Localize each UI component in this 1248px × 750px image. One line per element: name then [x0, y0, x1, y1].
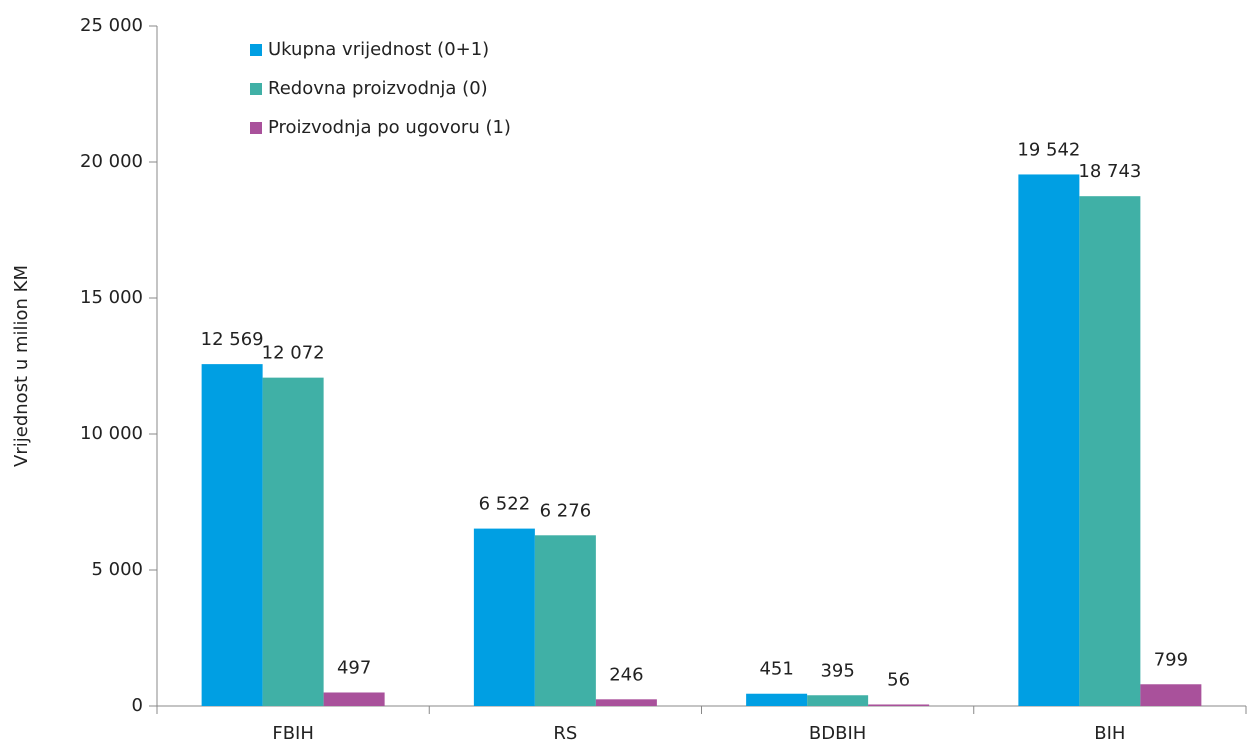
bar	[595, 699, 657, 706]
legend-label: Redovna proizvodnja (0)	[268, 78, 488, 99]
legend-label: Ukupna vrijednost (0+1)	[268, 39, 489, 60]
bar	[262, 377, 324, 706]
legend-swatch	[250, 44, 262, 56]
bar	[1079, 196, 1141, 706]
value-label: 497	[337, 657, 371, 678]
y-tick-label: 20 000	[80, 151, 143, 172]
y-tick-label: 10 000	[80, 423, 143, 444]
value-label: 18 743	[1078, 161, 1141, 182]
bar	[534, 535, 596, 706]
legend-swatch	[250, 83, 262, 95]
value-label: 56	[887, 669, 910, 690]
legend-swatch	[250, 122, 262, 134]
y-tick-label: 5 000	[91, 559, 143, 580]
y-tick-label: 25 000	[80, 15, 143, 36]
value-label: 12 569	[201, 329, 264, 350]
bar	[201, 364, 263, 706]
x-tick-label: BIH	[1094, 723, 1125, 744]
value-label: 395	[820, 660, 854, 681]
bar	[1018, 174, 1080, 707]
x-tick-label: BDBIH	[809, 723, 866, 744]
bar	[323, 692, 385, 706]
value-label: 6 522	[479, 494, 531, 515]
value-label: 12 072	[262, 343, 325, 364]
y-tick-label: 15 000	[80, 287, 143, 308]
value-label: 246	[609, 664, 643, 685]
legend-label: Proizvodnja po ugovoru (1)	[268, 117, 511, 138]
bar	[807, 695, 869, 706]
value-label: 451	[759, 659, 793, 680]
value-label: 19 542	[1017, 139, 1080, 160]
x-tick-label: RS	[553, 723, 577, 744]
bar	[1140, 684, 1202, 706]
y-tick-label: 0	[132, 695, 143, 716]
x-tick-label: FBIH	[272, 723, 314, 744]
bar	[868, 704, 930, 706]
y-axis-label: Vrijednost u milion KM	[11, 265, 32, 467]
bar	[746, 693, 808, 706]
value-label: 799	[1154, 649, 1188, 670]
bar	[473, 528, 535, 706]
value-label: 6 276	[540, 500, 592, 521]
